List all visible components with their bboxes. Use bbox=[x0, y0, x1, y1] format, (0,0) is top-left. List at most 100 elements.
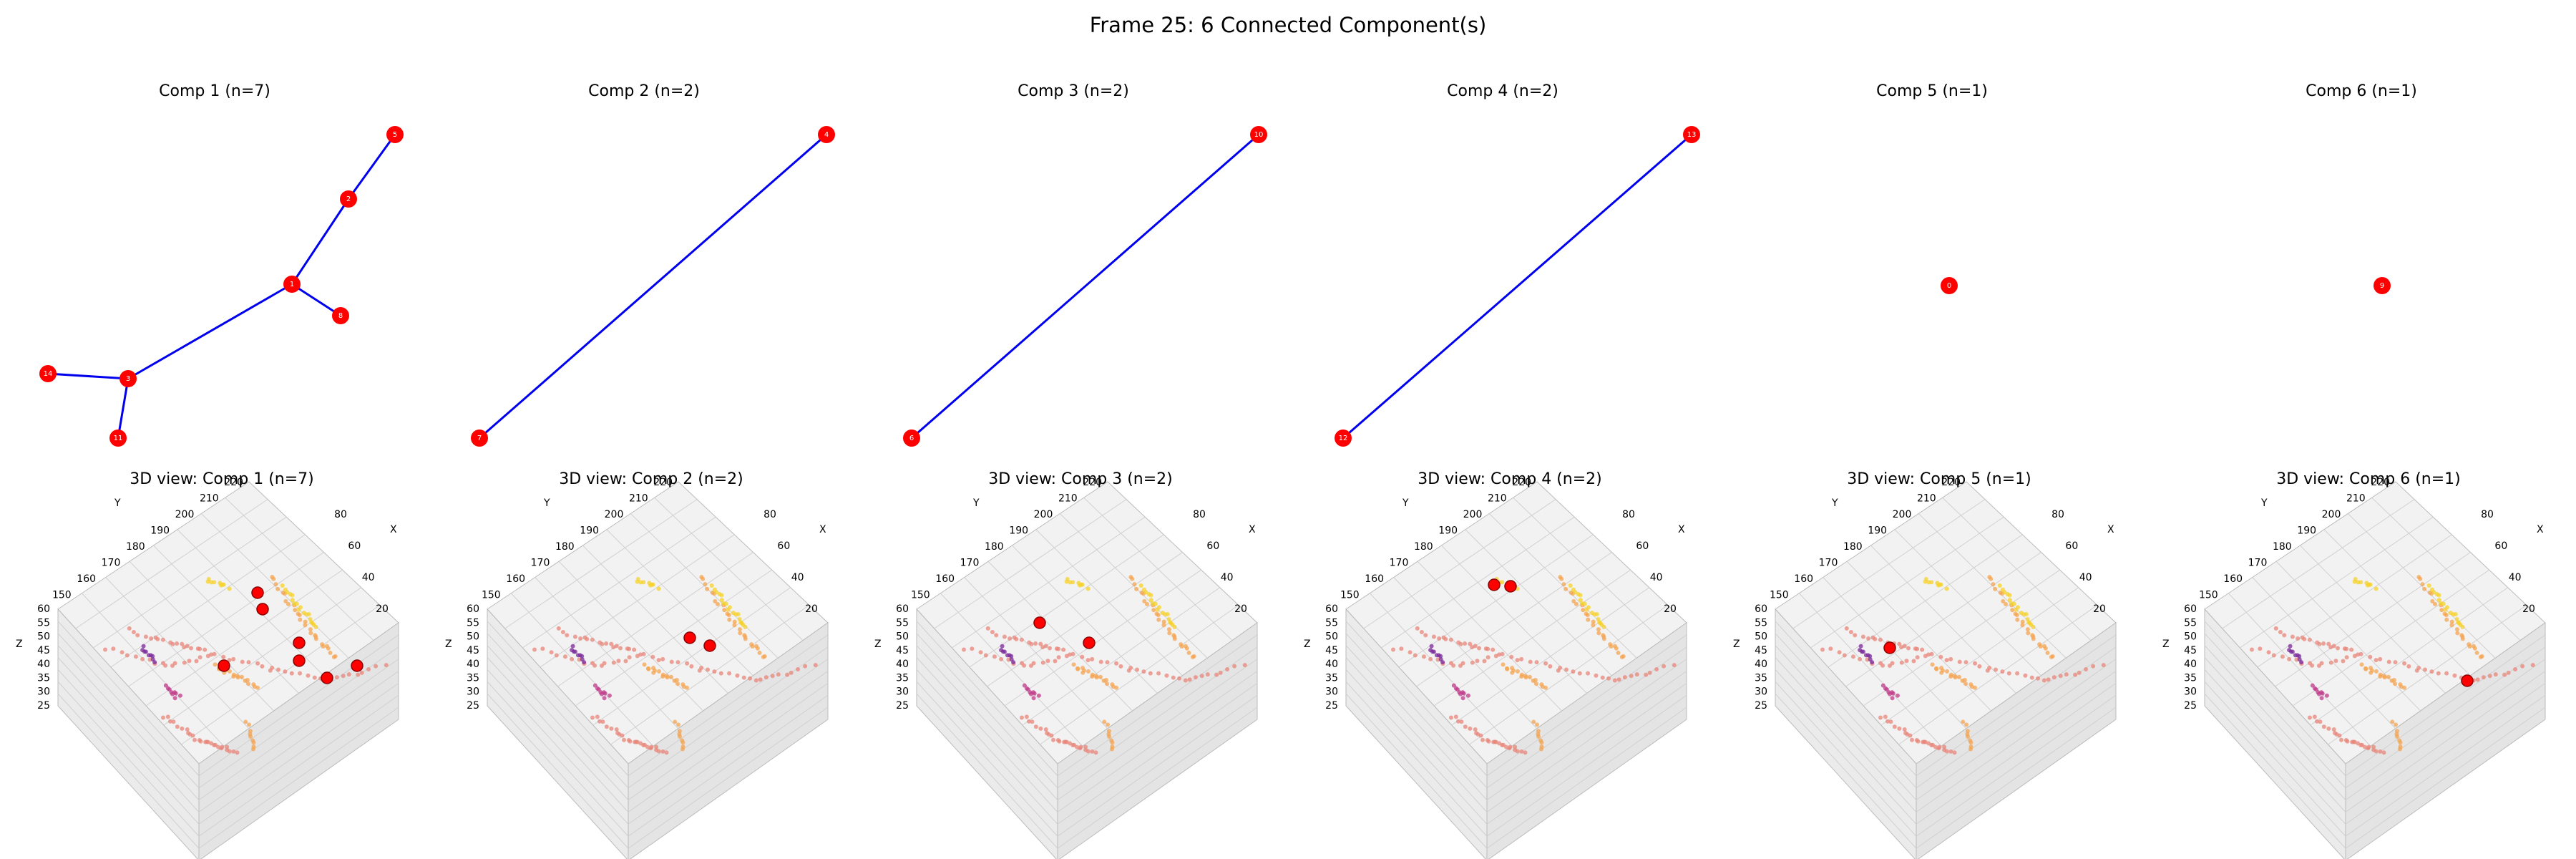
point-cloud bbox=[1890, 691, 1896, 696]
point-cloud bbox=[572, 634, 577, 639]
point-cloud bbox=[143, 634, 148, 639]
point-cloud bbox=[185, 644, 190, 649]
pane-grid bbox=[916, 645, 1058, 800]
point-cloud bbox=[2520, 664, 2525, 669]
z-tick-label: 55 bbox=[2184, 617, 2197, 629]
point-cloud bbox=[2420, 582, 2425, 587]
point-cloud bbox=[1085, 749, 1091, 754]
point-cloud bbox=[1085, 658, 1091, 663]
point-cloud bbox=[656, 669, 661, 674]
point-cloud bbox=[2077, 670, 2082, 675]
point-cloud bbox=[1890, 661, 1895, 666]
point-cloud bbox=[177, 693, 182, 698]
point-cloud bbox=[2271, 653, 2276, 658]
z-tick-label: 60 bbox=[1755, 603, 1767, 615]
point-cloud bbox=[680, 747, 685, 752]
point-cloud bbox=[1662, 664, 1667, 669]
y-tick-label: 220 bbox=[1512, 477, 1531, 488]
point-cloud bbox=[992, 654, 997, 659]
point-cloud bbox=[1584, 607, 1589, 612]
point-cloud bbox=[334, 675, 339, 680]
point-cloud bbox=[231, 749, 236, 754]
point-cloud bbox=[119, 650, 125, 655]
z-axis-label: Z bbox=[2162, 639, 2170, 650]
point-cloud bbox=[1578, 593, 1583, 598]
point-cloud bbox=[2319, 661, 2324, 666]
point-cloud bbox=[273, 582, 278, 587]
point-cloud bbox=[650, 654, 655, 659]
point-cloud bbox=[2444, 671, 2449, 676]
point-cloud bbox=[1977, 664, 1982, 669]
point-cloud bbox=[1006, 657, 1011, 662]
point-cloud bbox=[990, 629, 995, 634]
node bbox=[1335, 430, 1352, 447]
point-cloud bbox=[270, 665, 275, 670]
z-tick-label: 25 bbox=[896, 700, 909, 712]
point-cloud bbox=[2328, 660, 2333, 665]
view-title: 3D view: Comp 3 (n=2) bbox=[988, 470, 1173, 488]
point-cloud bbox=[1987, 665, 1992, 670]
point-cloud bbox=[1135, 667, 1140, 672]
point-cloud bbox=[1937, 744, 1942, 749]
point-cloud bbox=[313, 624, 318, 629]
highlight-node bbox=[293, 654, 306, 667]
point-cloud bbox=[163, 683, 168, 688]
y-tick-label: 200 bbox=[1893, 509, 1912, 520]
point-cloud bbox=[726, 613, 731, 618]
z-tick-label: 40 bbox=[467, 659, 479, 670]
pane-grid bbox=[1345, 657, 1488, 812]
point-cloud bbox=[2368, 582, 2373, 587]
point-cloud bbox=[1468, 641, 1473, 646]
point-cloud bbox=[1968, 747, 1973, 752]
point-cloud bbox=[755, 646, 760, 651]
point-cloud bbox=[1596, 631, 1601, 636]
point-cloud bbox=[1242, 663, 1247, 668]
x-tick-label: 80 bbox=[1622, 509, 1635, 520]
y-tick-label: 150 bbox=[911, 589, 930, 601]
point-cloud bbox=[171, 719, 176, 724]
point-cloud bbox=[1218, 670, 1223, 675]
point-cloud bbox=[250, 747, 255, 752]
point-cloud bbox=[635, 577, 640, 582]
point-cloud bbox=[1080, 582, 1085, 587]
point-cloud bbox=[135, 633, 140, 638]
pane-grid bbox=[1486, 646, 1687, 789]
pane-grid bbox=[1880, 587, 2079, 726]
point-cloud bbox=[1205, 672, 1210, 677]
point-cloud bbox=[2356, 652, 2361, 657]
point-cloud bbox=[1601, 624, 1606, 629]
point-cloud bbox=[2043, 646, 2048, 651]
point-cloud bbox=[175, 641, 180, 646]
point-cloud bbox=[303, 623, 308, 628]
node-label: 3 bbox=[126, 375, 130, 383]
point-cloud bbox=[1473, 727, 1478, 732]
point-cloud bbox=[2449, 623, 2454, 628]
pane-grid bbox=[1513, 497, 1662, 641]
pane-grid bbox=[57, 645, 200, 800]
point-cloud bbox=[1070, 651, 1075, 656]
point-cloud bbox=[1609, 644, 1614, 649]
view-title: 3D view: Comp 2 (n=2) bbox=[559, 470, 743, 488]
point-cloud bbox=[2395, 734, 2400, 739]
point-cloud bbox=[1534, 722, 1539, 727]
point-cloud bbox=[1929, 580, 1934, 585]
point-cloud bbox=[1043, 727, 1048, 732]
pane-grid bbox=[1916, 671, 2117, 812]
point-cloud bbox=[627, 646, 632, 651]
point-cloud bbox=[1586, 617, 1591, 622]
x-tick-label: 60 bbox=[2494, 540, 2507, 552]
point-cloud bbox=[346, 672, 351, 677]
pane-grid bbox=[606, 529, 753, 676]
point-cloud bbox=[2393, 660, 2398, 665]
point-cloud bbox=[1890, 696, 1895, 701]
point-cloud bbox=[131, 629, 136, 634]
node-label: 11 bbox=[114, 435, 123, 442]
point-cloud bbox=[2312, 714, 2317, 719]
point-cloud bbox=[1865, 657, 1870, 662]
point-cloud bbox=[1508, 744, 1513, 749]
point-cloud bbox=[1578, 598, 1583, 603]
x-tick-label: 80 bbox=[2481, 509, 2494, 520]
x-tick-label: 60 bbox=[348, 540, 361, 552]
pane-grid bbox=[1898, 604, 2098, 745]
highlight-node bbox=[293, 636, 306, 649]
